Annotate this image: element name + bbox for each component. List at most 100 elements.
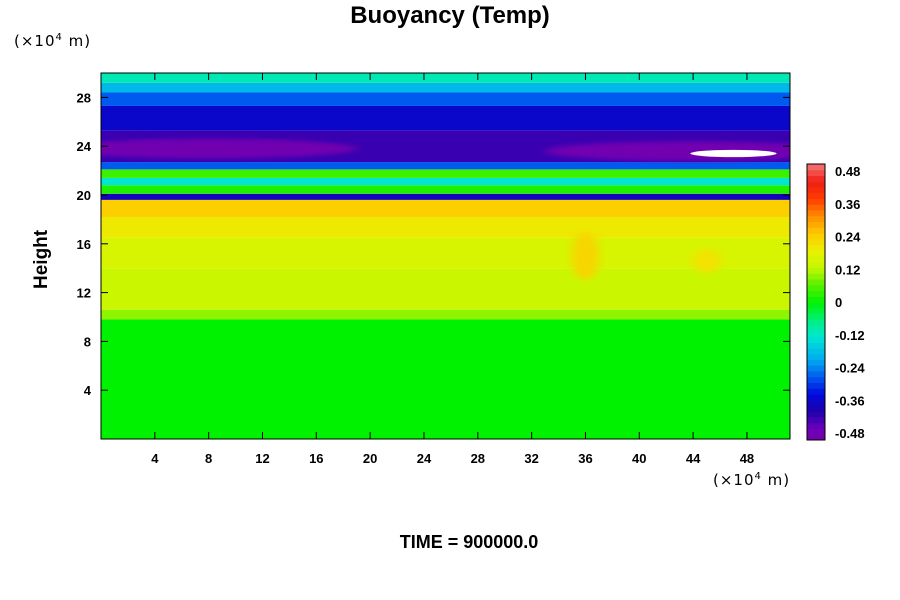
y-unit-exponent: 4 — [55, 32, 63, 43]
heatmap-field — [101, 73, 790, 439]
x-tick-label: 24 — [417, 451, 432, 466]
colorbar-swatch — [807, 221, 825, 228]
y-tick-label: 24 — [77, 139, 92, 154]
colorbar-swatch — [807, 250, 825, 257]
x-tick-label: 32 — [524, 451, 538, 466]
colorbar-swatch — [807, 336, 825, 343]
x-tick-label: 16 — [309, 451, 323, 466]
x-tick-label: 44 — [686, 451, 701, 466]
colorbar-tick-label: -0.36 — [835, 393, 865, 408]
colorbar-swatch — [807, 428, 825, 435]
colorbar-swatch — [807, 192, 825, 199]
colorbar-swatch — [807, 411, 825, 418]
colorbar-swatch — [807, 302, 825, 309]
y-axis-unit: (×104 m) — [14, 32, 91, 50]
colorbar-frame — [806, 163, 826, 441]
time-label: TIME = 900000.0 — [399, 532, 539, 552]
colorbar-swatch — [807, 244, 825, 251]
colorbar-swatch — [807, 215, 825, 222]
heatmap-band — [101, 185, 790, 194]
x-axis-unit: (×104 m) — [713, 471, 790, 489]
colorbar-tick-label: -0.12 — [835, 328, 865, 343]
colorbar-swatch — [807, 164, 825, 171]
colorbar-swatch — [807, 238, 825, 245]
colorbar-swatch — [807, 313, 825, 320]
colorbar-swatch — [807, 267, 825, 274]
colorbar-swatch — [807, 198, 825, 205]
colorbar-swatch — [807, 417, 825, 424]
y-unit-suffix: m) — [62, 32, 92, 50]
colorbar-swatch — [807, 325, 825, 332]
colorbar-swatch — [807, 394, 825, 401]
x-unit-prefix: (×10 — [713, 471, 755, 489]
colorbar-swatch — [807, 434, 825, 441]
colorbar-swatch — [807, 388, 825, 395]
x-tick-label: 28 — [471, 451, 485, 466]
heatmap-band — [101, 82, 790, 93]
heatmap-band — [101, 92, 790, 106]
heatmap-band — [101, 199, 790, 217]
colorbar-swatch — [807, 399, 825, 406]
x-tick-label: 20 — [363, 451, 377, 466]
colorbar-swatch — [807, 330, 825, 337]
heatmap-band — [101, 309, 790, 320]
y-unit-prefix: (×10 — [14, 32, 56, 50]
colorbar-swatch — [807, 342, 825, 349]
heatmap-band — [101, 193, 790, 200]
heatmap-feature — [545, 141, 790, 161]
chart-title: Buoyancy (Temp) — [350, 2, 550, 29]
x-tick-label: 48 — [740, 451, 754, 466]
colorbar-tick-label: -0.48 — [835, 426, 865, 441]
plot-frame — [100, 72, 791, 440]
x-tick-label: 36 — [578, 451, 592, 466]
y-tick-label: 8 — [84, 334, 91, 349]
colorbar-swatch — [807, 353, 825, 360]
colorbar-swatch — [807, 290, 825, 297]
colorbar-tick-label: 0.12 — [835, 262, 860, 277]
colorbar-swatch — [807, 210, 825, 217]
colorbar-swatch — [807, 284, 825, 291]
y-tick-label: 4 — [84, 383, 92, 398]
colorbar-swatch — [807, 256, 825, 263]
x-tick-label: 8 — [205, 451, 212, 466]
y-tick-label: 28 — [77, 90, 91, 105]
heatmap-band — [101, 169, 790, 178]
colorbar-swatch — [807, 169, 825, 176]
colorbar-swatch — [807, 233, 825, 240]
colorbar-tick-label: 0.24 — [835, 230, 861, 245]
colorbar-swatch — [807, 181, 825, 188]
heatmap-feature — [101, 138, 357, 159]
x-tick-label: 40 — [632, 451, 646, 466]
x-unit-suffix: m) — [761, 471, 791, 489]
colorbar-swatch — [807, 296, 825, 303]
heatmap-band — [101, 105, 790, 131]
heatmap-band — [101, 268, 790, 310]
colorbar-swatch — [807, 175, 825, 182]
colorbar-swatch — [807, 359, 825, 366]
heatmap-band — [101, 73, 790, 83]
colorbar-tick-label: -0.24 — [835, 361, 865, 376]
heatmap-feature — [571, 231, 599, 281]
y-tick-label: 16 — [77, 237, 91, 252]
y-tick-label: 12 — [77, 286, 91, 301]
colorbar-tick-label: 0.36 — [835, 197, 860, 212]
colorbar-swatch — [807, 307, 825, 314]
colorbar-swatch — [807, 422, 825, 429]
colorbar-tick-label: 0.48 — [835, 164, 860, 179]
heatmap-feature — [690, 149, 777, 158]
heatmap-feature — [693, 248, 721, 274]
colorbar-swatch — [807, 348, 825, 355]
heatmap-band — [101, 177, 790, 186]
colorbar-tick-label: 0 — [835, 295, 842, 310]
heatmap-band — [101, 216, 790, 238]
x-tick-label: 4 — [151, 451, 159, 466]
colorbar-swatch — [807, 273, 825, 280]
colorbar-swatch — [807, 371, 825, 378]
colorbar-swatch — [807, 365, 825, 372]
heatmap-band — [101, 237, 790, 269]
colorbar-swatch — [807, 279, 825, 286]
colorbar-swatch — [807, 187, 825, 194]
heatmap-band — [101, 319, 790, 439]
